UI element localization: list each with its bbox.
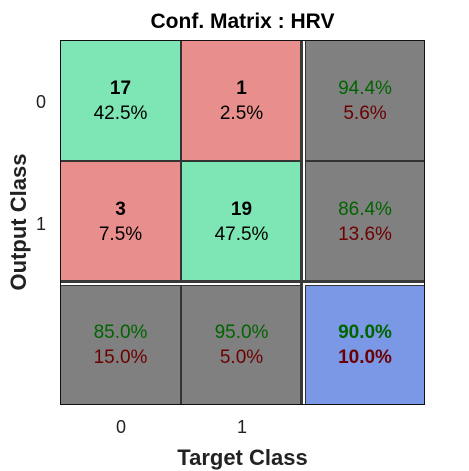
y-tick-1: 1 [35,214,46,234]
cell-1-1: 19 47.5% [181,161,302,282]
col-0-summary-cell: 85.0% 15.0% [60,285,181,405]
cell-0-1-percent: 2.5% [219,102,264,124]
cell-0-1: 1 2.5% [181,40,302,161]
cell-0-1-count: 1 [236,77,247,99]
col-1-miss-rate: 5.0% [219,347,264,368]
row-1-summary-cell: 86.4% 13.6% [305,161,425,282]
cell-0-0-percent: 42.5% [93,102,148,124]
overall-accuracy-cell: 90.0% 10.0% [305,285,425,405]
row-0-summary-cell: 94.4% 5.6% [305,40,425,161]
x-axis-label: Target Class [177,445,308,470]
overall-accuracy: 90.0% [338,322,392,343]
row-0-precision: 94.4% [338,77,392,99]
cell-1-0-count: 3 [115,198,126,220]
cell-1-1-percent: 47.5% [214,223,269,245]
cell-0-0: 17 42.5% [60,40,181,161]
cell-1-1-count: 19 [230,198,253,220]
col-0-miss-rate: 15.0% [93,347,148,368]
cell-1-0-percent: 7.5% [98,223,143,245]
x-tick-1: 1 [236,417,247,437]
y-tick-0: 0 [35,92,46,112]
summary-column-separator [300,40,303,405]
y-axis-label: Output Class [6,153,31,291]
confusion-matrix-grid: 17 42.5% 1 2.5% 94.4% 5.6% 3 7.5% 19 47.… [60,40,425,405]
row-1-false-discovery: 13.6% [338,223,392,245]
col-0-recall: 85.0% [93,322,148,343]
overall-error: 10.0% [338,347,392,368]
row-0-false-discovery: 5.6% [343,102,387,124]
chart-title: Conf. Matrix : HRV [150,10,335,33]
cell-1-0: 3 7.5% [60,161,181,282]
x-tick-0: 0 [115,417,126,437]
summary-row-separator [60,280,425,283]
col-1-summary-cell: 95.0% 5.0% [181,285,302,405]
row-1-precision: 86.4% [338,198,392,220]
col-1-recall: 95.0% [214,322,269,343]
cell-0-0-count: 17 [109,77,132,99]
